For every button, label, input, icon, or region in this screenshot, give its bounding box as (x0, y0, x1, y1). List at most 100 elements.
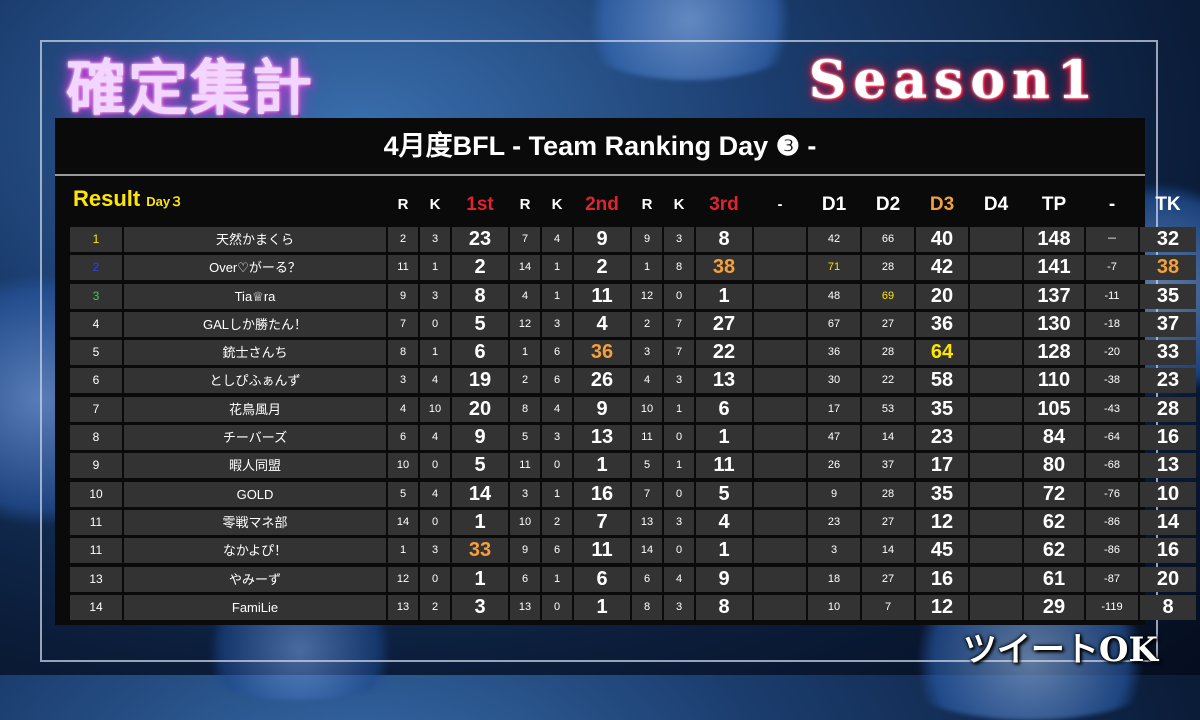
tk-cell: 37 (1140, 311, 1196, 337)
r3-cell: 8 (632, 594, 662, 620)
p3-cell: 8 (696, 227, 752, 252)
r3-cell: 2 (632, 311, 662, 337)
tk-cell: 33 (1140, 340, 1196, 366)
team-name-cell: チーバーズ (124, 425, 386, 451)
d4-cell (970, 368, 1022, 394)
r3-cell: 5 (632, 453, 662, 479)
column-header: D1 (821, 194, 847, 215)
spacer-cell (754, 538, 806, 564)
column-header: 3rd (709, 194, 739, 215)
r3-cell: 1 (632, 255, 662, 281)
tp-cell: 130 (1024, 311, 1084, 337)
d2-cell: 7 (862, 594, 914, 620)
column-header: 2nd (585, 194, 619, 215)
d3-cell: 12 (916, 594, 968, 620)
p3-cell: 1 (696, 425, 752, 451)
d2-cell: 27 (862, 311, 914, 337)
k1-cell: 0 (420, 566, 450, 592)
k1-cell: 0 (420, 509, 450, 535)
r2-cell: 3 (510, 481, 540, 507)
d3-cell: 12 (916, 509, 968, 535)
board-title: 4月度BFL - Team Ranking Day ❸ - (383, 131, 817, 161)
d4-cell (970, 396, 1022, 422)
diff-cell: -20 (1086, 340, 1138, 366)
d2-cell: 14 (862, 538, 914, 564)
d4-cell (970, 340, 1022, 366)
d1-cell: 26 (808, 453, 860, 479)
diff-cell: -119 (1086, 594, 1138, 620)
column-header: 1st (466, 194, 494, 215)
spacer-cell (754, 453, 806, 479)
tp-cell: 84 (1024, 425, 1084, 451)
r1-cell: 3 (388, 368, 418, 394)
column-header: - (1108, 194, 1116, 215)
p3-cell: 22 (696, 340, 752, 366)
p2-cell: 11 (574, 538, 630, 564)
k2-cell: 6 (542, 340, 572, 366)
k1-cell: 2 (420, 594, 450, 620)
k2-cell: 1 (542, 255, 572, 281)
team-name-cell: GOLD (124, 481, 386, 507)
d1-cell: 48 (808, 283, 860, 309)
tk-cell: 14 (1140, 509, 1196, 535)
p2-cell: 13 (574, 425, 630, 451)
k2-cell: 6 (542, 368, 572, 394)
p1-cell: 2 (452, 255, 508, 281)
d4-cell (970, 594, 1022, 620)
d1-cell: 30 (808, 368, 860, 394)
rank-cell: 6 (70, 368, 122, 394)
rank-cell: 11 (70, 538, 122, 564)
k1-cell: 3 (420, 538, 450, 564)
r2-cell: 10 (510, 509, 540, 535)
r3-cell: 13 (632, 509, 662, 535)
team-name-cell: 暇人同盟 (124, 453, 386, 479)
d1-cell: 67 (808, 311, 860, 337)
r2-cell: 13 (510, 594, 540, 620)
p2-cell: 4 (574, 311, 630, 337)
column-header: TK (1155, 194, 1181, 215)
team-name-cell: 銃士さんち (124, 340, 386, 366)
rank-cell: 1 (70, 227, 122, 252)
r1-cell: 14 (388, 509, 418, 535)
diff-cell: -86 (1086, 509, 1138, 535)
rank-cell: 9 (70, 453, 122, 479)
p3-cell: 9 (696, 566, 752, 592)
d1-cell: 9 (808, 481, 860, 507)
d3-cell: 36 (916, 311, 968, 337)
r3-cell: 4 (632, 368, 662, 394)
d3-cell: 20 (916, 283, 968, 309)
r3-cell: 11 (632, 425, 662, 451)
column-header: R (519, 196, 531, 213)
team-name-cell: FamiLie (124, 594, 386, 620)
p1-cell: 19 (452, 368, 508, 394)
r1-cell: 5 (388, 481, 418, 507)
p1-cell: 9 (452, 425, 508, 451)
tweet-ok-label: ツイートOK (962, 630, 1158, 670)
spacer-cell (754, 481, 806, 507)
rank-cell: 5 (70, 340, 122, 366)
p2-cell: 7 (574, 509, 630, 535)
d4-cell (970, 453, 1022, 479)
d2-cell: 69 (862, 283, 914, 309)
d4-cell (970, 311, 1022, 337)
r1-cell: 7 (388, 311, 418, 337)
spacer-cell (754, 396, 806, 422)
k3-cell: 3 (664, 368, 694, 394)
r2-cell: 5 (510, 425, 540, 451)
rank-cell: 3 (70, 283, 122, 309)
p1-cell: 23 (452, 227, 508, 252)
p2-cell: 6 (574, 566, 630, 592)
d4-cell (970, 255, 1022, 281)
d3-cell: 23 (916, 425, 968, 451)
p1-cell: 5 (452, 453, 508, 479)
k1-cell: 1 (420, 255, 450, 281)
d2-cell: 27 (862, 509, 914, 535)
d2-cell: 28 (862, 481, 914, 507)
tp-cell: 141 (1024, 255, 1084, 281)
diff-cell: -18 (1086, 311, 1138, 337)
d3-cell: 64 (916, 340, 968, 366)
column-header: D3 (929, 194, 955, 215)
p3-cell: 1 (696, 538, 752, 564)
team-name-cell: 花鳥風月 (124, 396, 386, 422)
k1-cell: 4 (420, 425, 450, 451)
